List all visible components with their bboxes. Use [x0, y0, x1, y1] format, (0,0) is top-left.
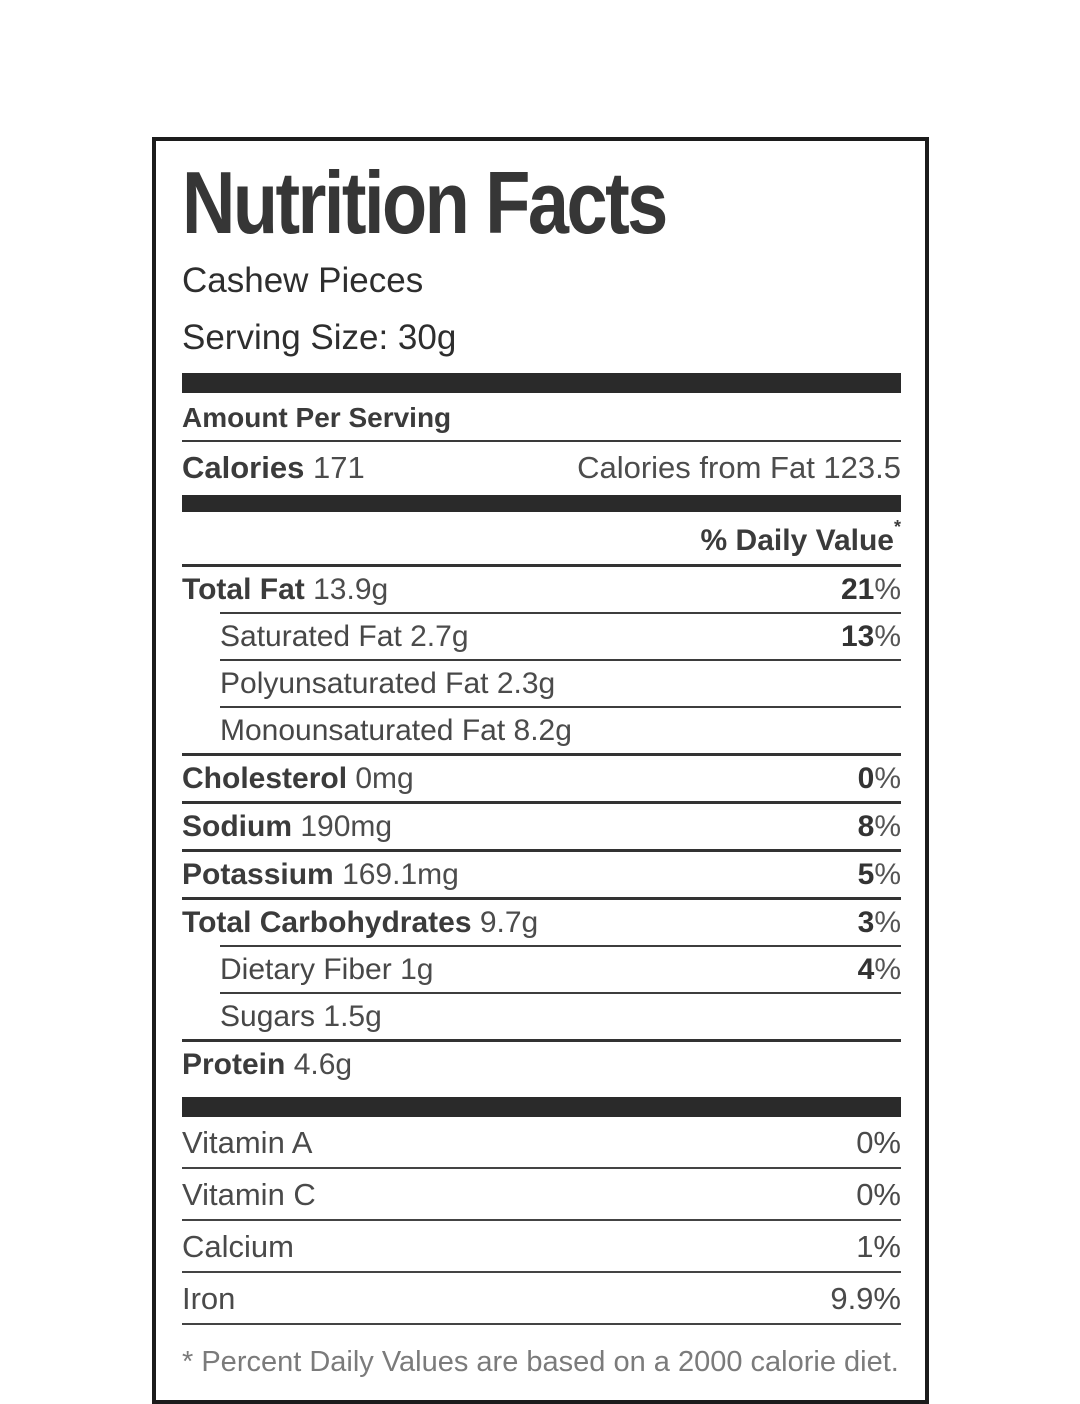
micronutrient-name: Vitamin A	[182, 1125, 313, 1160]
nutrient-amount: 190mg	[300, 810, 393, 843]
calories-label: Calories	[182, 450, 305, 485]
nutrient-amount: 8.2g	[513, 714, 572, 747]
product-name: Cashew Pieces	[182, 261, 424, 300]
nutrition-facts-label: Nutrition Facts Cashew Pieces Serving Si…	[152, 137, 929, 1404]
nutrient-name: Total Carbohydrates	[182, 906, 472, 939]
separator	[220, 659, 901, 661]
nutrient-name: Cholesterol	[182, 762, 348, 795]
nutrient-amount: 2.7g	[410, 620, 469, 653]
nutrient-row-total-carbohydrates: Total Carbohydrates 9.7g 3%	[182, 906, 901, 939]
nutrient-name: Saturated Fat	[220, 620, 402, 653]
nutrient-row-total-fat: Total Fat 13.9g 21%	[182, 573, 901, 606]
nutrient-name: Sodium	[182, 810, 292, 843]
nutrient-row-saturated-fat: Saturated Fat 2.7g 13%	[220, 620, 901, 653]
section-divider-bar-middle	[182, 495, 901, 512]
serving-size: Serving Size: 30g	[182, 318, 457, 357]
separator	[220, 992, 901, 994]
calories-value: Calories 171	[182, 450, 365, 486]
micronutrient-dv: 0%	[856, 1125, 901, 1160]
daily-value-header-text: % Daily Value	[700, 524, 894, 557]
calories-from-fat: Calories from Fat 123.5	[577, 450, 901, 485]
nutrient-row-cholesterol: Cholesterol 0mg 0%	[182, 762, 901, 795]
nutrient-amount: 1g	[400, 953, 434, 986]
nutrient-name: Sugars	[220, 1000, 316, 1033]
nutrient-dv: 21	[840, 573, 875, 606]
label-title: Nutrition Facts	[182, 153, 668, 252]
micronutrient-row-iron: Iron 9.9%	[182, 1273, 901, 1325]
micronutrient-name: Iron	[182, 1281, 236, 1316]
nutrient-name: Total Fat	[182, 573, 305, 606]
section-divider-bar-bottom	[182, 1097, 901, 1117]
section-divider-bar-top	[182, 373, 901, 393]
daily-value-header: % Daily Value*	[182, 512, 901, 567]
nutrient-row-sugars: Sugars 1.5g	[182, 994, 901, 1039]
nutrient-name: Polyunsaturated Fat	[220, 667, 489, 700]
nutrient-amount: 4.6g	[293, 1048, 353, 1081]
daily-value-asterisk: *	[893, 517, 901, 537]
nutrient-name: Potassium	[182, 858, 334, 891]
calories-row: Calories 171 Calories from Fat 123.5	[182, 442, 901, 495]
separator	[182, 801, 901, 804]
separator	[220, 945, 901, 947]
nutrient-dv: 13	[840, 620, 875, 653]
nutrient-amount: 169.1mg	[342, 858, 459, 891]
nutrient-amount: 1.5g	[323, 1000, 382, 1033]
micronutrient-dv: 0%	[856, 1177, 901, 1212]
micronutrient-name: Vitamin C	[182, 1177, 316, 1212]
nutrient-row-monounsaturated-fat: Monounsaturated Fat 8.2g	[182, 708, 901, 753]
nutrient-amount: 2.3g	[496, 667, 556, 700]
separator	[182, 849, 901, 852]
micronutrient-dv: 1%	[856, 1229, 901, 1264]
micronutrient-row-vitamin-c: Vitamin C 0%	[182, 1169, 901, 1221]
nutrient-row-protein: Protein 4.6g	[182, 1042, 901, 1087]
separator	[182, 897, 901, 900]
nutrient-row-potassium: Potassium 169.1mg 5%	[182, 858, 901, 891]
separator	[182, 1039, 901, 1042]
nutrient-dv: 5	[857, 858, 875, 891]
micronutrient-name: Calcium	[182, 1229, 294, 1264]
micronutrient-row-calcium: Calcium 1%	[182, 1221, 901, 1273]
nutrient-row-polyunsaturated-fat: Polyunsaturated Fat 2.3g	[182, 661, 901, 706]
amount-per-serving-heading: Amount Per Serving	[182, 393, 901, 442]
daily-value-footnote: * Percent Daily Values are based on a 20…	[182, 1346, 899, 1378]
nutrient-dv: 0	[857, 762, 875, 795]
nutrient-name: Protein	[182, 1048, 286, 1081]
separator	[220, 612, 901, 614]
micronutrient-row-vitamin-a: Vitamin A 0%	[182, 1117, 901, 1169]
nutrient-dv: 4	[857, 953, 875, 986]
nutrient-amount: 9.7g	[479, 906, 539, 939]
nutrient-row-sodium: Sodium 190mg 8%	[182, 810, 901, 843]
nutrient-row-dietary-fiber: Dietary Fiber 1g 4%	[220, 953, 901, 986]
nutrient-amount: 13.9g	[313, 573, 389, 606]
calories-number: 171	[312, 450, 365, 485]
nutrient-name: Monounsaturated Fat	[220, 714, 506, 747]
separator	[182, 753, 901, 756]
separator	[220, 706, 901, 708]
nutrient-dv: 8	[857, 810, 875, 843]
nutrient-dv: 3	[857, 906, 875, 939]
nutrient-amount: 0mg	[355, 762, 414, 795]
nutrient-name: Dietary Fiber	[220, 953, 392, 986]
micronutrient-dv: 9.9%	[830, 1281, 901, 1316]
